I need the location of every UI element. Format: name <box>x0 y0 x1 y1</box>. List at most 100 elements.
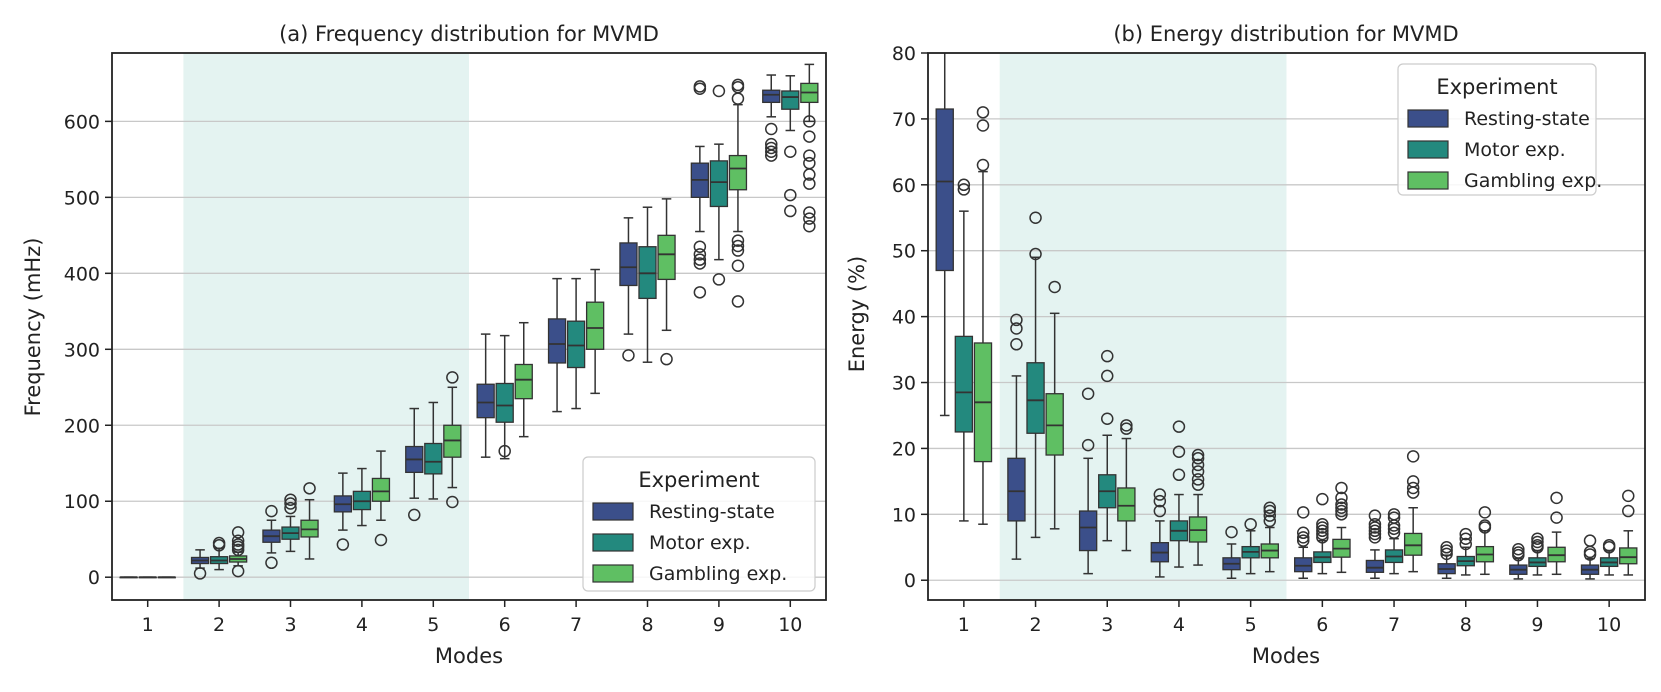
x-tick-label: 4 <box>356 614 368 636</box>
box-gambling-mode-4 <box>371 450 391 547</box>
outlier-point <box>1263 514 1277 528</box>
outlier-point <box>976 158 990 172</box>
outlier-point <box>784 188 797 202</box>
legend-swatch <box>1407 109 1449 128</box>
outlier-point <box>1406 450 1420 463</box>
outlier-point <box>1316 531 1329 544</box>
x-tick-label: 1 <box>958 614 970 636</box>
y-tick-label: 40 <box>892 307 916 329</box>
y-tick-label: 400 <box>64 263 100 285</box>
outlier-point <box>1622 504 1635 518</box>
outlier-point <box>1316 527 1329 541</box>
outlier-point <box>765 149 778 162</box>
box-motor-mode-5 <box>424 401 443 500</box>
box-resting-mode-8 <box>619 217 638 362</box>
box-resting-mode-9 <box>1509 543 1528 580</box>
box-gambling-mode-8 <box>1475 506 1495 576</box>
outlier-point <box>1478 521 1492 534</box>
y-tick-label: 0 <box>88 567 100 589</box>
outlier-point <box>803 168 816 181</box>
box-resting-mode-5 <box>405 407 424 522</box>
box-motor-mode-8 <box>638 206 657 363</box>
axes-frame <box>927 52 1646 601</box>
outlier-point <box>803 130 816 143</box>
box-motor-mode-6 <box>1313 492 1332 575</box>
box-gambling-mode-3 <box>1117 419 1136 552</box>
box-motor-mode-1 <box>138 576 157 579</box>
outlier-point <box>1583 534 1597 547</box>
panel-b-y-label: Energy (%) <box>845 256 869 373</box>
legend-swatch <box>1407 140 1449 159</box>
box-iqr <box>935 108 954 272</box>
box-gambling-mode-7 <box>585 268 605 395</box>
outlier-point <box>803 115 816 128</box>
outlier-point <box>1191 448 1205 462</box>
outlier-point <box>712 84 726 98</box>
legend-swatch <box>592 533 634 552</box>
x-tick-label: 2 <box>1030 614 1042 636</box>
box-iqr <box>495 382 514 423</box>
panel-a-y-label: Frequency (mHz) <box>21 238 45 417</box>
x-tick-label: 3 <box>284 614 296 636</box>
box-resting-mode-1 <box>119 576 138 579</box>
outlier-point <box>1263 509 1277 522</box>
x-tick-label: 8 <box>641 614 653 636</box>
outlier-point <box>1081 438 1095 452</box>
outlier-point <box>1120 422 1133 435</box>
outlier-point <box>1406 475 1420 488</box>
y-tick-label: 60 <box>892 175 916 197</box>
x-tick-label: 9 <box>713 614 725 636</box>
box-iqr <box>514 363 533 400</box>
outlier-point <box>1440 541 1453 554</box>
box-gambling-mode-6 <box>1332 481 1351 574</box>
x-tick-label: 6 <box>499 614 511 636</box>
x-tick-label: 4 <box>1173 614 1185 636</box>
box-resting-mode-3 <box>1078 387 1098 575</box>
outlier-point <box>803 149 816 162</box>
outlier-point <box>1244 517 1257 531</box>
outlier-point <box>1296 506 1310 519</box>
outlier-point <box>1622 489 1635 503</box>
x-tick-label: 10 <box>1597 614 1621 636</box>
box-iqr <box>762 89 781 104</box>
outlier-point <box>1153 488 1167 501</box>
legend-label: Resting-state <box>649 501 775 523</box>
outlier-point <box>693 286 707 299</box>
outlier-point <box>1512 548 1525 562</box>
outlier-point <box>1387 519 1401 532</box>
outlier-point <box>1335 491 1348 505</box>
outlier-point <box>1387 522 1401 536</box>
outlier-point <box>1191 452 1205 465</box>
y-tick-label: 80 <box>892 43 916 65</box>
outlier-point <box>231 534 245 547</box>
box-motor-mode-9 <box>709 84 729 286</box>
outlier-point <box>693 82 707 95</box>
outlier-point <box>976 119 990 132</box>
outlier-point <box>1191 465 1205 478</box>
outlier-point <box>1263 504 1277 518</box>
panel-b-title: (b) Energy distribution for MVMD <box>1113 22 1458 46</box>
y-tick-label: 30 <box>892 373 916 395</box>
box-iqr <box>1078 510 1098 552</box>
outlier-point <box>622 349 635 362</box>
box-gambling-mode-9 <box>728 78 748 308</box>
axes-frame <box>111 52 827 601</box>
box-resting-mode-4 <box>1150 488 1170 578</box>
box-iqr <box>709 160 729 208</box>
outlier-point <box>303 482 316 495</box>
outlier-point <box>1316 517 1329 531</box>
outlier-point <box>1387 526 1401 540</box>
outlier-point <box>1263 501 1277 514</box>
outlier-point <box>731 295 745 308</box>
legend-label: Motor exp. <box>649 532 751 554</box>
outlier-point <box>446 371 459 384</box>
x-tick-label: 8 <box>1460 614 1472 636</box>
box-resting-mode-4 <box>333 472 353 551</box>
box-motor-mode-2 <box>209 536 229 571</box>
outlier-point <box>1010 322 1023 335</box>
legend: Experiment Resting-state Motor exp. Gamblin… <box>582 456 816 592</box>
outlier-point <box>1335 498 1348 511</box>
box-motor-mode-7 <box>1384 508 1404 575</box>
outlier-point <box>803 156 816 170</box>
box-motor-mode-10 <box>1599 539 1619 576</box>
